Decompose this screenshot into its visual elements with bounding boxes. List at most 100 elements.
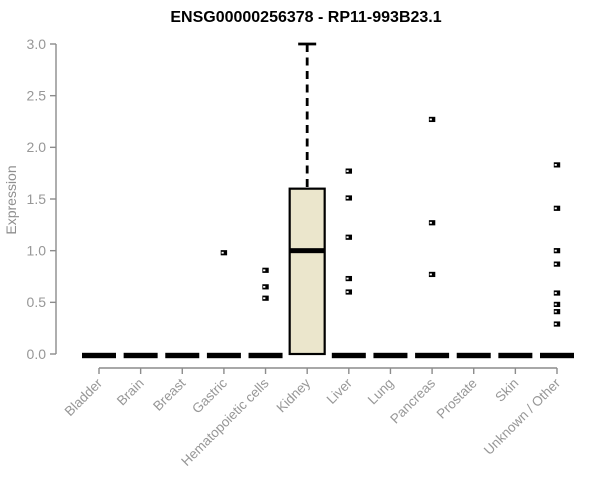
outlier-point <box>345 195 353 201</box>
outlier-square <box>553 205 561 211</box>
x-tick-label-bladder: Bladder <box>62 375 106 419</box>
x-tick-label-skin: Skin <box>492 376 521 405</box>
outlier-point <box>345 275 353 282</box>
x-tick-label-gastric: Gastric <box>189 375 230 416</box>
outlier-point <box>428 116 436 123</box>
outlier-square <box>553 290 561 296</box>
collapsed-box-bar <box>415 352 450 359</box>
outlier-point <box>262 267 269 273</box>
collapsed-box-bar <box>123 352 158 359</box>
outlier-point <box>553 261 561 267</box>
outlier-point <box>220 250 228 256</box>
box-lung <box>373 352 408 359</box>
box-skin <box>498 352 533 359</box>
outlier-notch <box>429 273 432 276</box>
x-tick-label-lung: Lung <box>365 376 397 408</box>
outlier-notch <box>346 170 349 173</box>
x-tick-label-breast: Breast <box>150 375 188 413</box>
outlier-notch <box>554 292 557 294</box>
outlier-point <box>553 309 561 315</box>
box-liver <box>331 168 366 359</box>
outlier-notch <box>554 323 557 325</box>
outlier-notch <box>346 291 349 293</box>
outlier-point <box>428 271 436 278</box>
outlier-square <box>428 220 436 226</box>
y-tick-label-0.0: 0.0 <box>27 346 47 362</box>
outlier-point <box>345 289 353 295</box>
x-tick-label-kidney: Kidney <box>274 375 314 415</box>
outlier-point <box>553 248 561 254</box>
outlier-notch <box>429 221 432 224</box>
box-pancreas <box>415 116 450 359</box>
box-unknown-other <box>539 162 574 359</box>
outlier-notch <box>554 249 557 252</box>
outlier-notch <box>221 251 224 254</box>
outlier-square <box>428 116 436 123</box>
outlier-point <box>553 162 561 168</box>
collapsed-box-bar <box>82 352 116 359</box>
outlier-square <box>553 162 561 168</box>
outlier-notch <box>263 285 266 288</box>
outlier-square <box>345 195 353 201</box>
outlier-square <box>345 168 353 174</box>
outlier-square <box>345 289 353 295</box>
outlier-notch <box>554 303 557 306</box>
outlier-point <box>262 295 269 301</box>
outlier-point <box>428 220 436 226</box>
y-axis-title: Expression <box>3 165 19 234</box>
box-prostate <box>456 352 491 359</box>
box-breast <box>165 352 200 359</box>
outlier-square <box>553 248 561 254</box>
outlier-notch <box>346 236 349 239</box>
outlier-notch <box>429 118 432 121</box>
outlier-point <box>553 205 561 211</box>
outlier-square <box>553 301 561 308</box>
outlier-notch <box>554 207 557 210</box>
outlier-square <box>553 261 561 267</box>
outlier-point <box>553 290 561 296</box>
collapsed-box-bar <box>206 352 241 359</box>
outlier-point <box>345 168 353 174</box>
collapsed-box-bar <box>456 352 491 359</box>
outlier-square <box>345 234 353 240</box>
y-tick-label-0.5: 0.5 <box>27 294 47 310</box>
collapsed-box-bar <box>498 352 533 359</box>
x-tick-label-brain: Brain <box>114 376 147 409</box>
y-tick-label-2.0: 2.0 <box>27 139 47 155</box>
outlier-point <box>553 321 561 327</box>
x-tick-label-liver: Liver <box>324 375 356 407</box>
box-gastric <box>206 250 241 359</box>
outlier-square <box>553 309 561 315</box>
x-tick-label-pancreas: Pancreas <box>387 375 438 426</box>
collapsed-box-bar <box>373 352 408 359</box>
collapsed-box-bar <box>331 352 366 359</box>
y-tick-label-2.5: 2.5 <box>27 88 47 104</box>
median-line <box>289 248 325 254</box>
outlier-point <box>553 301 561 308</box>
x-tick-label-prostate: Prostate <box>434 376 480 422</box>
collapsed-box-bar <box>248 352 283 359</box>
outlier-square <box>262 284 269 290</box>
box-hematopoietic-cells <box>248 267 283 359</box>
outlier-square <box>220 250 228 256</box>
y-tick-label-1.0: 1.0 <box>27 243 47 259</box>
outlier-square <box>553 321 561 327</box>
outlier-notch <box>346 197 349 199</box>
outlier-square <box>345 275 353 282</box>
outlier-point <box>262 284 269 290</box>
outlier-square <box>262 267 269 273</box>
outlier-square <box>428 271 436 278</box>
collapsed-box-bar <box>539 352 574 359</box>
outlier-point <box>345 234 353 240</box>
outlier-notch <box>554 263 557 266</box>
outlier-notch <box>263 269 266 272</box>
outlier-square <box>262 295 269 301</box>
box-kidney <box>288 42 326 356</box>
y-tick-label-1.5: 1.5 <box>27 191 47 207</box>
y-tick-label-3.0: 3.0 <box>27 36 47 52</box>
iqr-box <box>288 187 326 356</box>
outlier-notch <box>346 277 349 280</box>
plot-content <box>82 42 574 359</box>
collapsed-box-bar <box>165 352 200 359</box>
